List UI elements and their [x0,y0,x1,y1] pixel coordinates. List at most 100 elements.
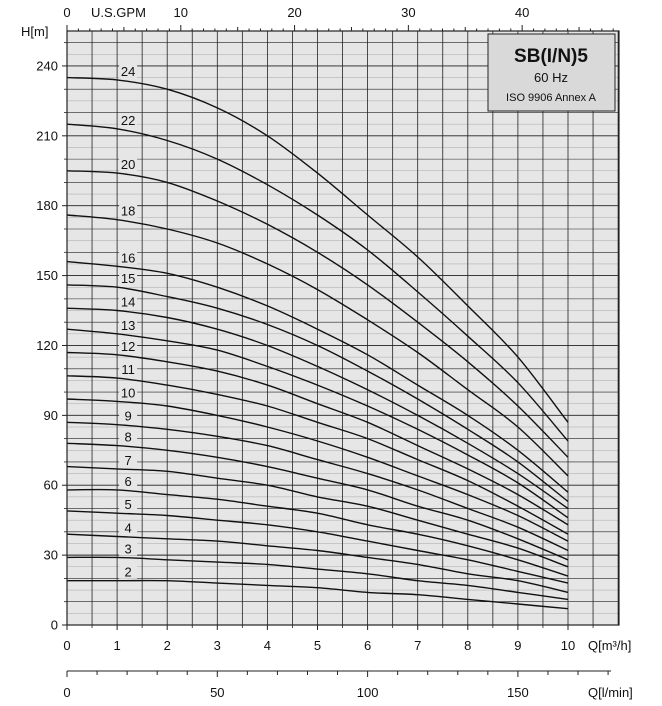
y-tick-label: 0 [51,618,58,633]
stage-label-bg [119,272,138,286]
curve-8-stages [66,442,569,561]
stage-label-bg [119,318,138,332]
stage-label-bg [119,363,138,377]
stage-label-4: 4 [125,520,132,535]
curve-7-stages [66,465,569,568]
x-tick-label: 0 [63,638,70,653]
x-tick-label: 3 [214,638,221,653]
y-tick-label: 90 [44,408,58,423]
x-tick-label: 5 [314,638,321,653]
stage-label-bg [119,64,138,78]
stage-label-12: 12 [121,339,135,354]
x-tick-label: 8 [464,638,471,653]
curve-6-stages [66,488,569,577]
x3-tick-label: 30 [401,5,415,20]
curve-4-stages [66,533,569,594]
curve-10-stages [66,398,569,542]
curve-20-stages [66,170,569,458]
x-axis-gpm: 0 10 20 30 40 [63,5,614,31]
stage-label-15: 15 [121,271,135,286]
curve-5-stages [66,510,569,584]
chart-subtitle: 60 Hz [534,70,568,85]
y-tick-label: 60 [44,478,58,493]
x3-tick-label: 0 [63,5,70,20]
stage-label-16: 16 [121,250,135,265]
stage-label-20: 20 [121,157,135,172]
stage-label-14: 14 [121,295,135,310]
curve-12-stages [66,351,569,526]
curve-22-stages [66,123,569,442]
stage-label-bg [119,453,138,467]
curve-3-stages [66,556,569,601]
curve-13-stages [66,328,569,519]
stage-label-11: 11 [121,362,135,377]
x-tick-label: 1 [113,638,120,653]
stage-label-13: 13 [121,318,135,333]
x2-tick-label: 50 [210,685,224,700]
y-axis-label: H[m] [21,24,48,39]
stage-label-22: 22 [121,113,135,128]
stage-label-10: 10 [121,385,135,400]
stage-label-bg [119,521,138,535]
stage-label-bg [119,474,138,488]
chart-standard: ISO 9906 Annex A [506,92,597,104]
stage-label-bg [119,409,138,423]
x-axis-m3h: 0 1 2 3 4 5 6 7 8 9 10 [63,625,594,653]
y-axis: 0 30 60 90 120 150 180 210 240 [36,42,67,633]
stage-label-3: 3 [125,541,132,556]
stage-label-bg [119,113,138,127]
chart-title: SB(I/N)5 [514,46,588,67]
x2-tick-label: 0 [63,685,70,700]
title-box-background [487,33,616,112]
x2-tick-label: 150 [507,685,529,700]
plot-area: 24 22 20 18 16 15 14 13 12 11 10 9 8 7 6 5 4 3 2 [66,30,620,626]
stage-label-bg [119,204,138,218]
major-grid [67,31,619,625]
x-tick-label: 7 [414,638,421,653]
x3-tick-label: 20 [287,5,301,20]
stage-label-bg [119,158,138,172]
curve-16-stages [66,260,569,493]
y-tick-label: 120 [36,338,58,353]
x-tick-label: 10 [561,638,575,653]
x-tick-label: 4 [264,638,271,653]
curve-11-stages [66,375,569,535]
x-tick-label: 9 [514,638,521,653]
x-axis-label: Q[m³/h] [588,638,631,653]
stage-label-bg [119,339,138,353]
stage-label-6: 6 [125,474,132,489]
x-axis-lmin: 0 50 100 150 [63,670,612,700]
x3-tick-label: 10 [174,5,188,20]
pump-curves: 24 22 20 18 16 15 14 13 12 11 10 9 8 7 6 5 4 3 2 [66,64,569,610]
stage-label-24: 24 [121,64,135,79]
curve-9-stages [66,421,569,552]
stage-label-5: 5 [125,497,132,512]
curve-24-stages [66,76,569,423]
stage-label-bg [119,542,138,556]
stage-label-bg [119,565,138,579]
x3-tick-label: 40 [515,5,529,20]
x2-axis-label: Q[l/min] [588,685,633,700]
minor-grid [67,42,619,614]
stage-label-bg [119,430,138,444]
stage-label-bg [119,498,138,512]
stage-label-18: 18 [121,204,135,219]
x-tick-label: 2 [164,638,171,653]
stage-label-2: 2 [125,565,132,580]
plot-frame [66,30,620,626]
y-tick-label: 150 [36,268,58,283]
curve-2-stages [66,579,569,610]
stage-label-bg [119,251,138,265]
x-tick-label: 6 [364,638,371,653]
curve-18-stages [66,214,569,477]
curve-14-stages [66,307,569,510]
x2-tick-label: 100 [357,685,379,700]
stage-label-bg [119,386,138,400]
y-tick-label: 240 [36,58,58,73]
y-tick-label: 210 [36,128,58,143]
y-tick-label: 30 [44,548,58,563]
x3-axis-label: U.S.GPM [91,5,146,20]
plot-background [67,31,619,625]
curve-15-stages [66,284,569,503]
